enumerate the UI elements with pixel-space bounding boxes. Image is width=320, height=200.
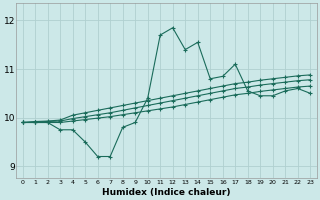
X-axis label: Humidex (Indice chaleur): Humidex (Indice chaleur) bbox=[102, 188, 231, 197]
